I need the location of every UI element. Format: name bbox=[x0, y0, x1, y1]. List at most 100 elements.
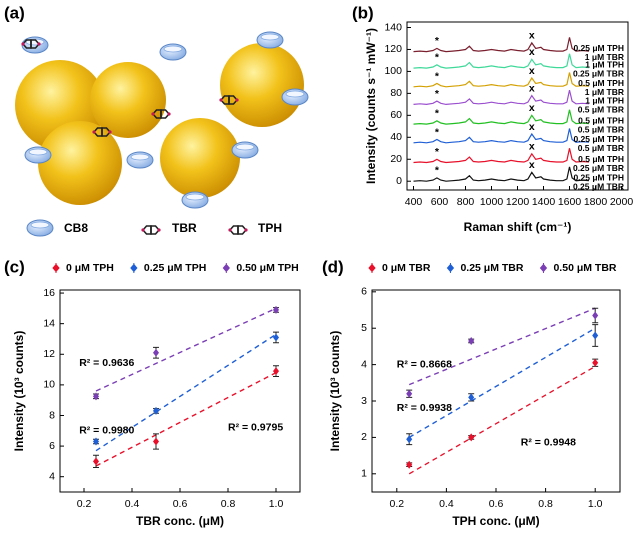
y-tick-label: 2 bbox=[361, 431, 367, 443]
data-point bbox=[468, 393, 475, 402]
x-tick-label: 0.8 bbox=[221, 498, 236, 510]
legend-marker bbox=[539, 263, 548, 273]
y-tick-label: 6 bbox=[361, 286, 367, 298]
legend-label: TPH bbox=[258, 221, 282, 235]
spectrum-label: 0.5 μM TBR bbox=[578, 105, 624, 115]
x-tick-label: 1.0 bbox=[588, 498, 603, 510]
gold-nanoparticle bbox=[38, 121, 122, 205]
y-tick-label: 1 bbox=[361, 468, 367, 480]
cb8 bbox=[159, 43, 187, 61]
data-point bbox=[406, 435, 413, 444]
r-squared-label: R² = 0.9636 bbox=[79, 357, 134, 369]
spectrum-label: 1 μM TBR bbox=[585, 52, 624, 62]
peak-marker: * bbox=[435, 126, 440, 138]
legend-label: 0.25 μM TBR bbox=[460, 262, 523, 274]
y-tick-label: 6 bbox=[49, 440, 55, 452]
legend-marker bbox=[446, 263, 455, 273]
data-point bbox=[273, 333, 279, 342]
spectrum-label: 0.5 μM TBR bbox=[578, 143, 624, 153]
x-tick-label: 1200 bbox=[506, 196, 530, 208]
peak-marker: * bbox=[435, 108, 440, 120]
spectrum-label: 0.25 μM TBR bbox=[573, 163, 624, 173]
spectrum-line bbox=[413, 109, 590, 125]
y-tick-label: 0 bbox=[396, 175, 402, 187]
legend-icon bbox=[227, 225, 249, 235]
legend-icon bbox=[140, 225, 162, 235]
spectrum-label: 1 μM TPH bbox=[585, 96, 624, 106]
r-squared-label: R² = 0.9948 bbox=[521, 437, 576, 449]
y-tick-label: 14 bbox=[43, 317, 55, 329]
x-tick-label: 800 bbox=[457, 196, 475, 208]
data-point bbox=[273, 367, 279, 376]
spectrum-label: 0.5 μM TPH bbox=[578, 78, 624, 88]
y-tick-label: 60 bbox=[390, 109, 402, 121]
y-tick-label: 140 bbox=[384, 21, 402, 33]
spectrum-line bbox=[413, 72, 590, 88]
data-point bbox=[406, 460, 413, 469]
peak-marker: x bbox=[529, 159, 535, 171]
data-point bbox=[468, 433, 475, 442]
data-point bbox=[93, 437, 99, 446]
legend-marker bbox=[52, 263, 60, 273]
fit-line bbox=[95, 307, 277, 392]
spectrum-label: 0.25 μM TPH bbox=[573, 172, 624, 182]
peak-marker: x bbox=[529, 82, 535, 94]
data-point bbox=[468, 336, 475, 345]
y-tick-label: 120 bbox=[384, 43, 402, 55]
spectrum-line bbox=[413, 166, 590, 182]
x-tick-label: 0.6 bbox=[173, 498, 188, 510]
spectrum-label: 0.25 μM TBR bbox=[573, 181, 624, 191]
data-point bbox=[406, 389, 413, 398]
r-squared-label: R² = 0.9938 bbox=[397, 402, 452, 414]
peak-marker: * bbox=[435, 88, 440, 100]
spectrum-label: 1 μM TBR bbox=[585, 87, 624, 97]
data-point bbox=[153, 437, 159, 446]
panel-label: (d) bbox=[322, 257, 344, 276]
panel-label: (c) bbox=[4, 257, 25, 276]
y-axis-label: Intensity (10³ counts) bbox=[12, 331, 26, 452]
data-point bbox=[153, 348, 159, 357]
x-tick-label: 400 bbox=[405, 196, 423, 208]
x-tick-label: 0.2 bbox=[389, 498, 404, 510]
data-point bbox=[273, 305, 279, 314]
x-axis-label: TBR conc. (μM) bbox=[136, 514, 224, 528]
peak-marker: * bbox=[435, 35, 440, 47]
spectrum-label: 1 μM TPH bbox=[585, 59, 624, 69]
x-tick-label: 1400 bbox=[532, 196, 556, 208]
x-tick-label: 0.4 bbox=[439, 498, 454, 510]
r-squared-label: R² = 0.9980 bbox=[79, 425, 134, 437]
panel-label: (b) bbox=[352, 3, 374, 22]
y-tick-label: 16 bbox=[43, 287, 55, 299]
peak-marker: * bbox=[435, 146, 440, 158]
spectrum-line bbox=[413, 53, 590, 69]
legend-label: 0 μM TPH bbox=[66, 262, 114, 274]
x-tick-label: 0.6 bbox=[489, 498, 504, 510]
y-tick-label: 4 bbox=[361, 358, 367, 370]
spectrum-label: 0.25 μM TPH bbox=[573, 43, 624, 53]
x-tick-label: 1600 bbox=[558, 196, 582, 208]
x-axis-label: Raman shift (cm⁻¹) bbox=[464, 220, 572, 234]
data-point bbox=[592, 358, 599, 367]
peak-marker: x bbox=[529, 102, 535, 114]
y-tick-label: 10 bbox=[43, 379, 55, 391]
y-tick-label: 40 bbox=[390, 131, 402, 143]
legend-marker bbox=[130, 263, 138, 273]
spectrum-label: 0.5 μM TPH bbox=[578, 115, 624, 125]
peak-marker: * bbox=[435, 165, 440, 177]
legend-label: TBR bbox=[172, 221, 197, 235]
spectrum-label: 0.5 μM TPH bbox=[578, 154, 624, 164]
legend-icon bbox=[26, 219, 54, 237]
panel-a: (a) CB8 TBR TPH bbox=[4, 3, 309, 237]
cb8 bbox=[24, 146, 52, 164]
x-tick-label: 1000 bbox=[480, 196, 504, 208]
spectrum-line bbox=[413, 37, 590, 53]
x-tick-label: 2000 bbox=[610, 196, 634, 208]
fit-line bbox=[408, 307, 596, 386]
x-tick-label: 0.8 bbox=[538, 498, 553, 510]
fit-line bbox=[95, 372, 277, 467]
cb8 bbox=[256, 31, 284, 49]
legend-label: 0.25 μM TPH bbox=[144, 262, 206, 274]
data-point bbox=[93, 392, 99, 401]
data-point bbox=[592, 331, 599, 340]
